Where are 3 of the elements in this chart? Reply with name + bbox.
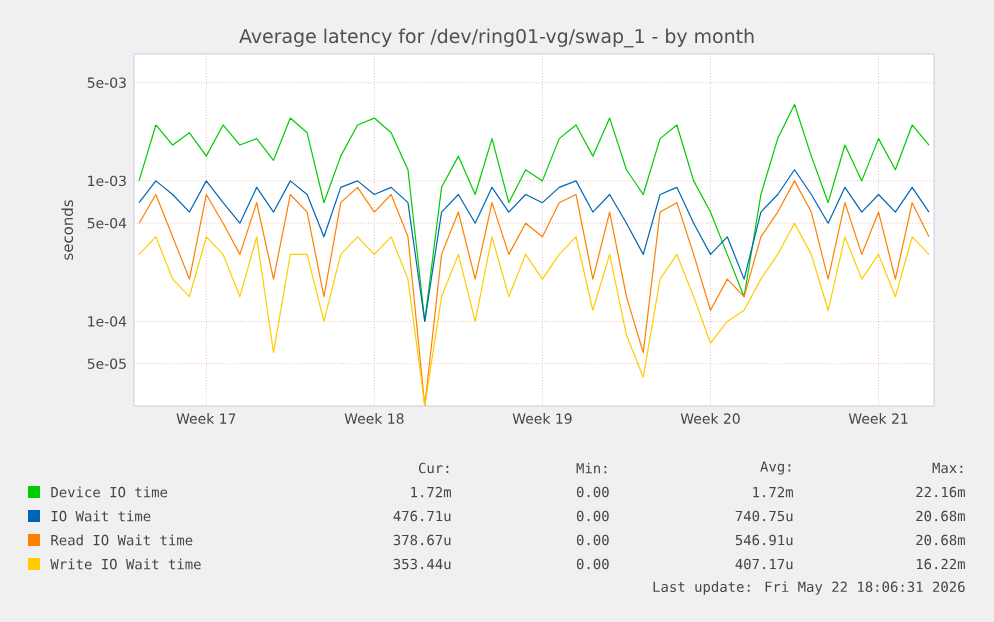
line-series: [138, 169, 930, 323]
chart-title: Average latency for /dev/ring01-vg/swap_1 - by month: [239, 28, 754, 48]
line-series: [138, 222, 930, 407]
